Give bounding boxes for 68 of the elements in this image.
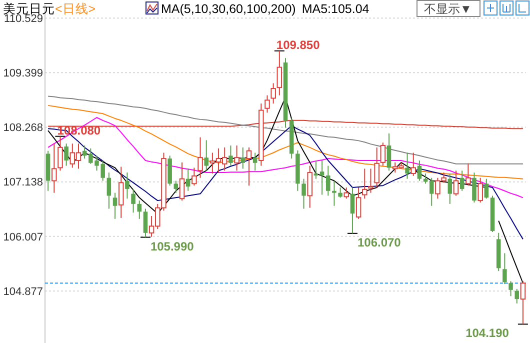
y-tick-label: 106.007 bbox=[3, 231, 43, 244]
candlestick bbox=[368, 168, 374, 194]
y-tick-label: 108.268 bbox=[3, 122, 43, 134]
candlestick bbox=[350, 187, 355, 234]
candlestick bbox=[374, 146, 380, 188]
candlestick bbox=[264, 94, 270, 114]
candlestick bbox=[192, 167, 197, 186]
candlestick bbox=[125, 172, 130, 200]
candlestick bbox=[356, 187, 362, 220]
candlestick bbox=[131, 188, 136, 214]
candlestick bbox=[466, 162, 471, 186]
candlestick bbox=[520, 280, 526, 325]
candlestick bbox=[58, 136, 63, 172]
candlestick bbox=[179, 162, 185, 202]
candlestick bbox=[460, 170, 464, 192]
candlestick bbox=[198, 136, 203, 178]
annotation: 106.070 bbox=[357, 235, 402, 250]
candlestick bbox=[344, 187, 350, 200]
candlestick bbox=[276, 50, 282, 96]
candlestick bbox=[514, 288, 519, 304]
candlestick bbox=[484, 178, 489, 200]
candlestick bbox=[240, 146, 246, 170]
candlestick bbox=[508, 280, 513, 297]
annotation: MA5:105.04 bbox=[302, 2, 370, 16]
candlestick bbox=[320, 160, 324, 196]
annotation: 不显示▼ bbox=[424, 2, 472, 16]
candlestick bbox=[502, 252, 507, 285]
line-series bbox=[48, 125, 524, 240]
candlestick bbox=[429, 177, 434, 206]
candlestick bbox=[362, 168, 368, 200]
candlestick bbox=[478, 177, 483, 203]
candlestick bbox=[234, 145, 240, 172]
annotation: 105.990 bbox=[150, 239, 194, 254]
candlestick bbox=[417, 160, 422, 182]
candlestick bbox=[410, 152, 416, 176]
candlestick bbox=[52, 143, 57, 194]
candlestick bbox=[228, 145, 233, 166]
candlestick bbox=[137, 200, 142, 220]
candlestick bbox=[246, 146, 252, 186]
candlestick bbox=[380, 142, 386, 166]
candlestick bbox=[307, 165, 312, 208]
candlestick bbox=[405, 152, 410, 180]
candlestick bbox=[106, 172, 112, 210]
candlestick bbox=[118, 166, 124, 218]
candlestick bbox=[472, 172, 476, 203]
candlestick bbox=[332, 180, 336, 206]
candlestick bbox=[112, 192, 118, 220]
candlestick bbox=[338, 187, 342, 198]
annotation: 109.850 bbox=[276, 38, 320, 52]
y-tick-label: 107.138 bbox=[3, 176, 43, 189]
candlestick bbox=[252, 152, 258, 172]
chart-subtitle: <日线> bbox=[55, 2, 96, 16]
y-tick-label: 109.399 bbox=[3, 68, 43, 80]
candlestick bbox=[174, 180, 178, 194]
candlestick bbox=[453, 170, 459, 196]
candlestick bbox=[302, 178, 306, 210]
annotation: 104.190 bbox=[466, 326, 510, 340]
candlestick bbox=[386, 132, 392, 172]
candlestick bbox=[204, 140, 208, 172]
candlestick bbox=[143, 208, 148, 238]
candlestick bbox=[448, 173, 452, 204]
candlestick bbox=[270, 82, 276, 104]
y-tick-label: 104.877 bbox=[3, 286, 43, 298]
legend-title: MA(5,10,30,60,100,200) bbox=[161, 2, 296, 16]
candlestick bbox=[64, 143, 68, 166]
candlestick bbox=[314, 160, 318, 180]
candlestick bbox=[186, 168, 190, 192]
candlestick bbox=[326, 165, 330, 196]
